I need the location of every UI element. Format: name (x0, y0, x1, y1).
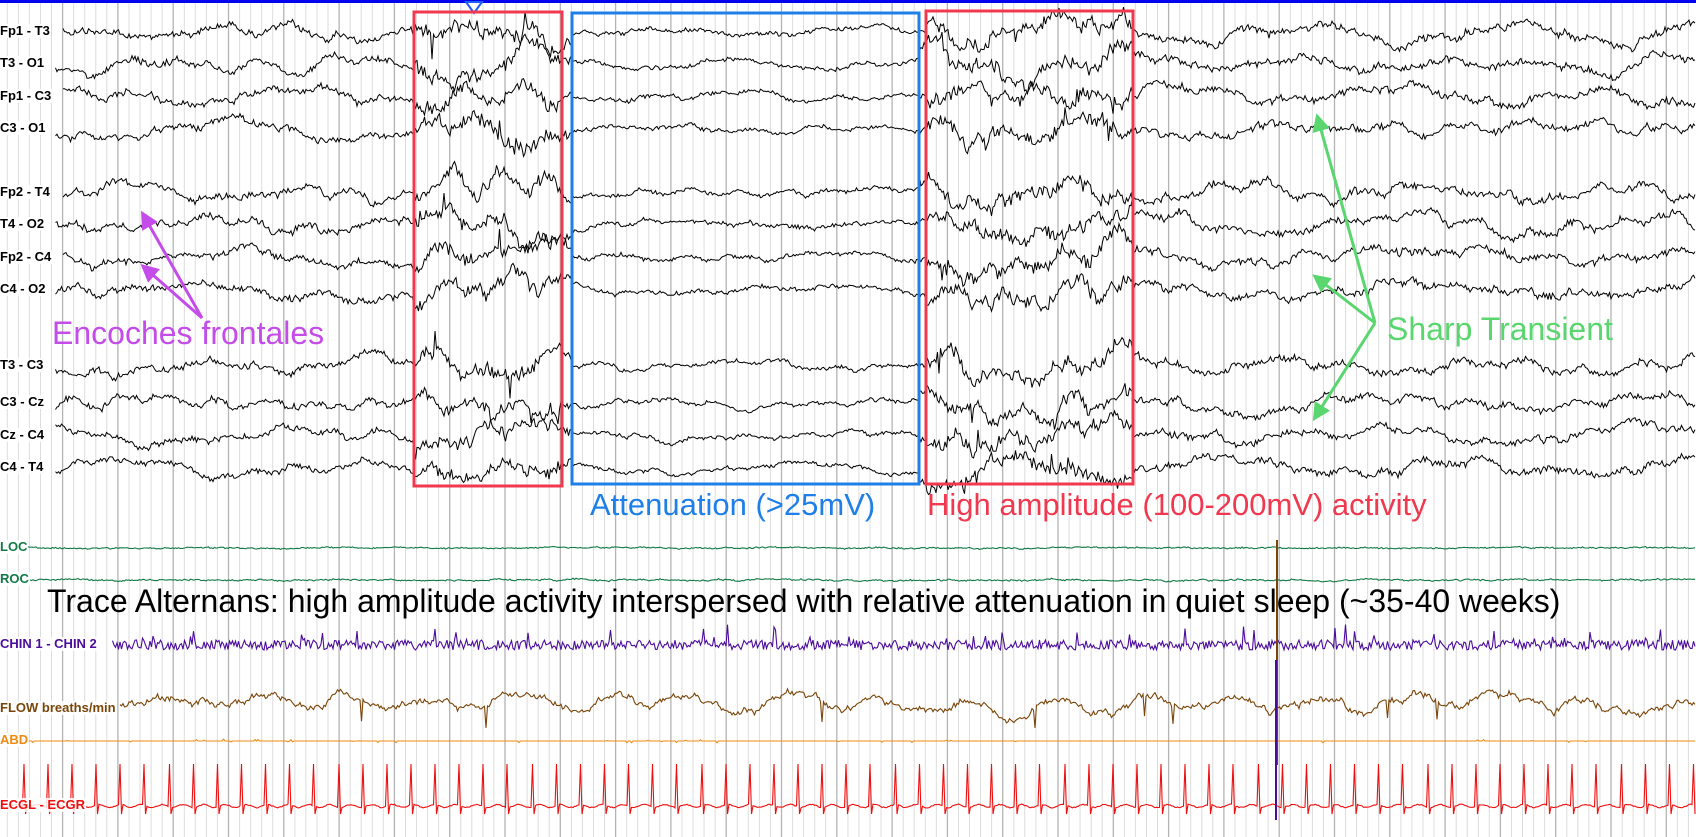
channel-label-loc[interactable]: LOC (0, 539, 29, 554)
channel-label-fp2-t4[interactable]: Fp2 - T4 (0, 184, 51, 199)
annotation-arrow (1312, 322, 1377, 422)
trace-cz-c4 (55, 409, 1696, 460)
channel-label-ecg[interactable]: ECGL - ECGR (0, 797, 86, 812)
trace-c4-t4 (55, 450, 1696, 496)
channel-label-t3-c3[interactable]: T3 - C3 (0, 357, 45, 372)
trace-t3-o1 (55, 31, 1696, 96)
trace-c4-o2 (55, 262, 1696, 313)
annotation-attenuation: Attenuation (>25mV) (590, 487, 876, 522)
trace-c3-o1 (55, 107, 1696, 159)
annotation-arrow (1312, 274, 1376, 325)
channel-label-c3-o1[interactable]: C3 - O1 (0, 120, 47, 135)
trace-t3-c3 (55, 330, 1696, 399)
channel-label-abd[interactable]: ABD (0, 732, 30, 747)
annotation-high-amplitude: High amplitude (100-200mV) activity (927, 487, 1427, 522)
channel-label-c4-t4[interactable]: C4 - T4 (0, 459, 45, 474)
channel-label-t4-o2[interactable]: T4 - O2 (0, 216, 46, 231)
high-amplitude-box-2 (924, 9, 1135, 486)
channel-label-cz-c4[interactable]: Cz - C4 (0, 427, 46, 442)
trace-roc (26, 577, 1696, 583)
annotation-arrow (1312, 113, 1377, 324)
channel-label-fp1-t3[interactable]: Fp1 - T3 (0, 23, 51, 38)
trace-fp2-c4 (62, 221, 1696, 288)
top-scroll-bar[interactable] (0, 0, 1696, 3)
channel-label-fp2-c4[interactable]: Fp2 - C4 (0, 249, 53, 264)
trace-flow-breaths-min (119, 687, 1696, 728)
trace-abd (27, 738, 1695, 744)
trace-t4-o2 (55, 192, 1696, 255)
channel-label-c3-cz[interactable]: C3 - Cz (0, 394, 46, 409)
annotation-sharp-transient: Sharp Transient (1387, 311, 1613, 347)
trace-fp2-t4 (62, 160, 1696, 216)
annotation-encoches-frontales: Encoches frontales (52, 315, 325, 351)
high-amplitude-box-1 (412, 10, 564, 488)
channel-label-roc[interactable]: ROC (0, 571, 30, 586)
annotation-arrow (140, 264, 203, 320)
trace-fp1-t3 (62, 6, 1696, 60)
annotation-arrow (141, 210, 204, 319)
channel-label-chin[interactable]: CHIN 1 - CHIN 2 (0, 636, 98, 651)
time-marker-icon[interactable] (464, 1, 484, 15)
channel-label-t3-o1[interactable]: T3 - O1 (0, 55, 46, 70)
figure-caption: Trace Alternans: high amplitude activity… (47, 583, 1561, 619)
channel-label-fp1-c3[interactable]: Fp1 - C3 (0, 88, 53, 103)
trace-ecgl-ecgr (0, 763, 1696, 815)
trace-loc (26, 545, 1696, 551)
trace-c3-cz (55, 383, 1696, 430)
attenuation-box (570, 11, 921, 486)
trace-chin-1-chin-2 (111, 624, 1696, 652)
channel-label-c4-o2[interactable]: C4 - O2 (0, 281, 47, 296)
trace-fp1-c3 (63, 78, 1696, 117)
channel-label-flow[interactable]: FLOW breaths/min (0, 700, 117, 715)
